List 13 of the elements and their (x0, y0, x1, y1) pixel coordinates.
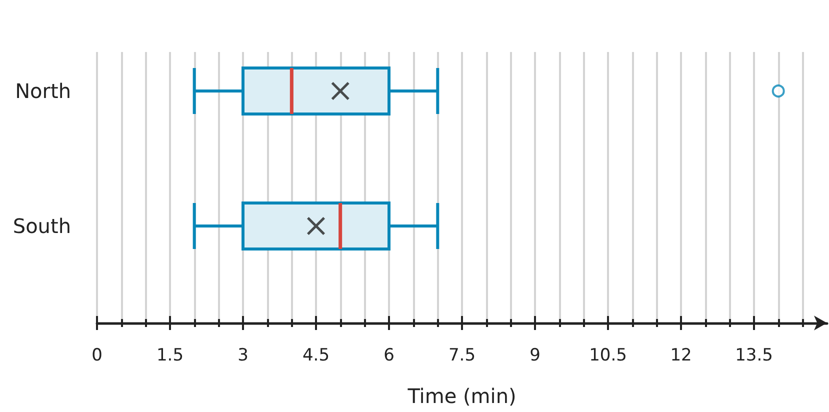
x-tick-label: 10.5 (589, 346, 627, 366)
y-tick-label: South (12, 214, 71, 238)
x-tick-label: 7.5 (448, 346, 476, 366)
x-tick-label: 6 (384, 346, 394, 366)
x-tick-label: 4.5 (302, 346, 330, 366)
x-tick-label: 12 (670, 346, 692, 366)
x-tick-label: 1.5 (156, 346, 184, 366)
x-tick-label: 13.5 (735, 346, 773, 366)
x-tick-label: 3 (238, 346, 248, 366)
y-tick-label: North (15, 79, 71, 103)
x-tick-label: 9 (530, 346, 540, 366)
x-tick-label: 0 (92, 346, 102, 366)
x-axis-title: Time (min) (406, 384, 516, 408)
